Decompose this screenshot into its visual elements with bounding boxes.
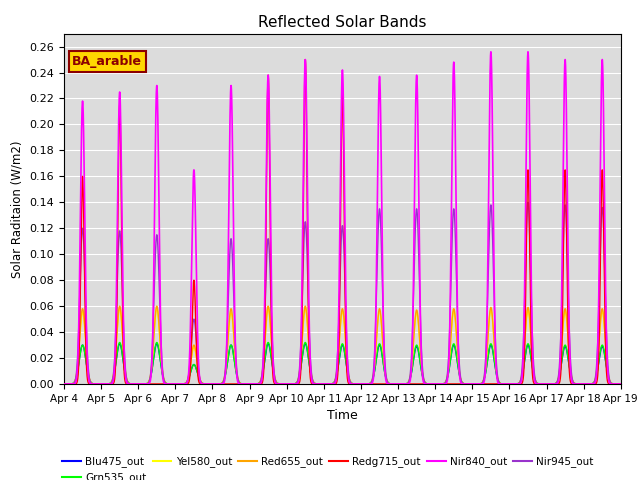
Yel580_out (209, 381, 217, 387)
Grn535_out (92, 381, 100, 387)
Line: Grn535_out: Grn535_out (64, 342, 621, 384)
Red655_out (617, 381, 625, 387)
Yel580_out (409, 349, 417, 355)
Blu475_out (617, 381, 625, 387)
Redg715_out (500, 381, 508, 387)
Nir945_out (92, 381, 100, 387)
Line: Blu475_out: Blu475_out (64, 344, 621, 384)
Blu475_out (60, 381, 68, 387)
Yel580_out (60, 381, 68, 387)
Red655_out (92, 381, 100, 387)
Redg715_out (401, 381, 408, 387)
Yel580_out (92, 381, 100, 387)
Nir945_out (524, 199, 532, 205)
Red655_out (401, 381, 408, 387)
Nir840_out (524, 49, 532, 55)
Nir945_out (608, 381, 616, 386)
Nir945_out (60, 381, 68, 387)
Line: Yel580_out: Yel580_out (64, 309, 621, 384)
Nir945_out (209, 381, 217, 387)
Nir840_out (617, 381, 625, 387)
Red655_out (500, 381, 508, 387)
Red655_out (409, 349, 417, 355)
Red655_out (60, 381, 68, 387)
Title: Reflected Solar Bands: Reflected Solar Bands (258, 15, 427, 30)
Grn535_out (116, 339, 124, 345)
Nir945_out (401, 381, 408, 387)
Text: BA_arable: BA_arable (72, 55, 142, 68)
Grn535_out (409, 362, 417, 368)
Redg715_out (407, 381, 415, 387)
Grn535_out (617, 381, 625, 387)
Blu475_out (116, 341, 124, 347)
Redg715_out (209, 381, 217, 387)
Yel580_out (401, 381, 408, 387)
Grn535_out (608, 381, 616, 386)
Redg715_out (60, 381, 68, 387)
Line: Red655_out: Red655_out (64, 306, 621, 384)
Yel580_out (617, 381, 625, 387)
Nir840_out (500, 381, 508, 387)
Line: Nir945_out: Nir945_out (64, 202, 621, 384)
Blu475_out (409, 362, 417, 368)
Blu475_out (209, 381, 217, 387)
Blu475_out (92, 381, 100, 387)
Nir840_out (409, 322, 417, 328)
Nir840_out (92, 381, 100, 387)
Nir945_out (617, 381, 625, 387)
Redg715_out (608, 381, 616, 387)
Nir945_out (409, 322, 417, 327)
Yel580_out (500, 381, 508, 387)
Nir840_out (401, 381, 408, 387)
Y-axis label: Solar Raditaion (W/m2): Solar Raditaion (W/m2) (11, 140, 24, 277)
Blu475_out (500, 381, 508, 387)
Grn535_out (209, 381, 217, 387)
Red655_out (608, 381, 616, 386)
Nir840_out (608, 381, 616, 387)
Red655_out (116, 303, 124, 309)
Redg715_out (617, 381, 625, 387)
Yel580_out (116, 306, 124, 312)
Grn535_out (401, 381, 408, 387)
Redg715_out (409, 381, 417, 387)
Grn535_out (500, 381, 508, 387)
Nir945_out (500, 381, 508, 387)
Red655_out (209, 381, 217, 387)
Line: Nir840_out: Nir840_out (64, 52, 621, 384)
Redg715_out (301, 57, 309, 62)
X-axis label: Time: Time (327, 409, 358, 422)
Nir840_out (209, 381, 217, 387)
Blu475_out (608, 380, 616, 386)
Redg715_out (92, 381, 100, 387)
Line: Redg715_out: Redg715_out (64, 60, 621, 384)
Blu475_out (401, 381, 408, 387)
Nir840_out (60, 381, 68, 387)
Legend: Blu475_out, Grn535_out, Yel580_out, Red655_out, Redg715_out, Nir840_out, Nir945_: Blu475_out, Grn535_out, Yel580_out, Red6… (58, 452, 598, 480)
Grn535_out (60, 381, 68, 387)
Yel580_out (608, 381, 616, 386)
